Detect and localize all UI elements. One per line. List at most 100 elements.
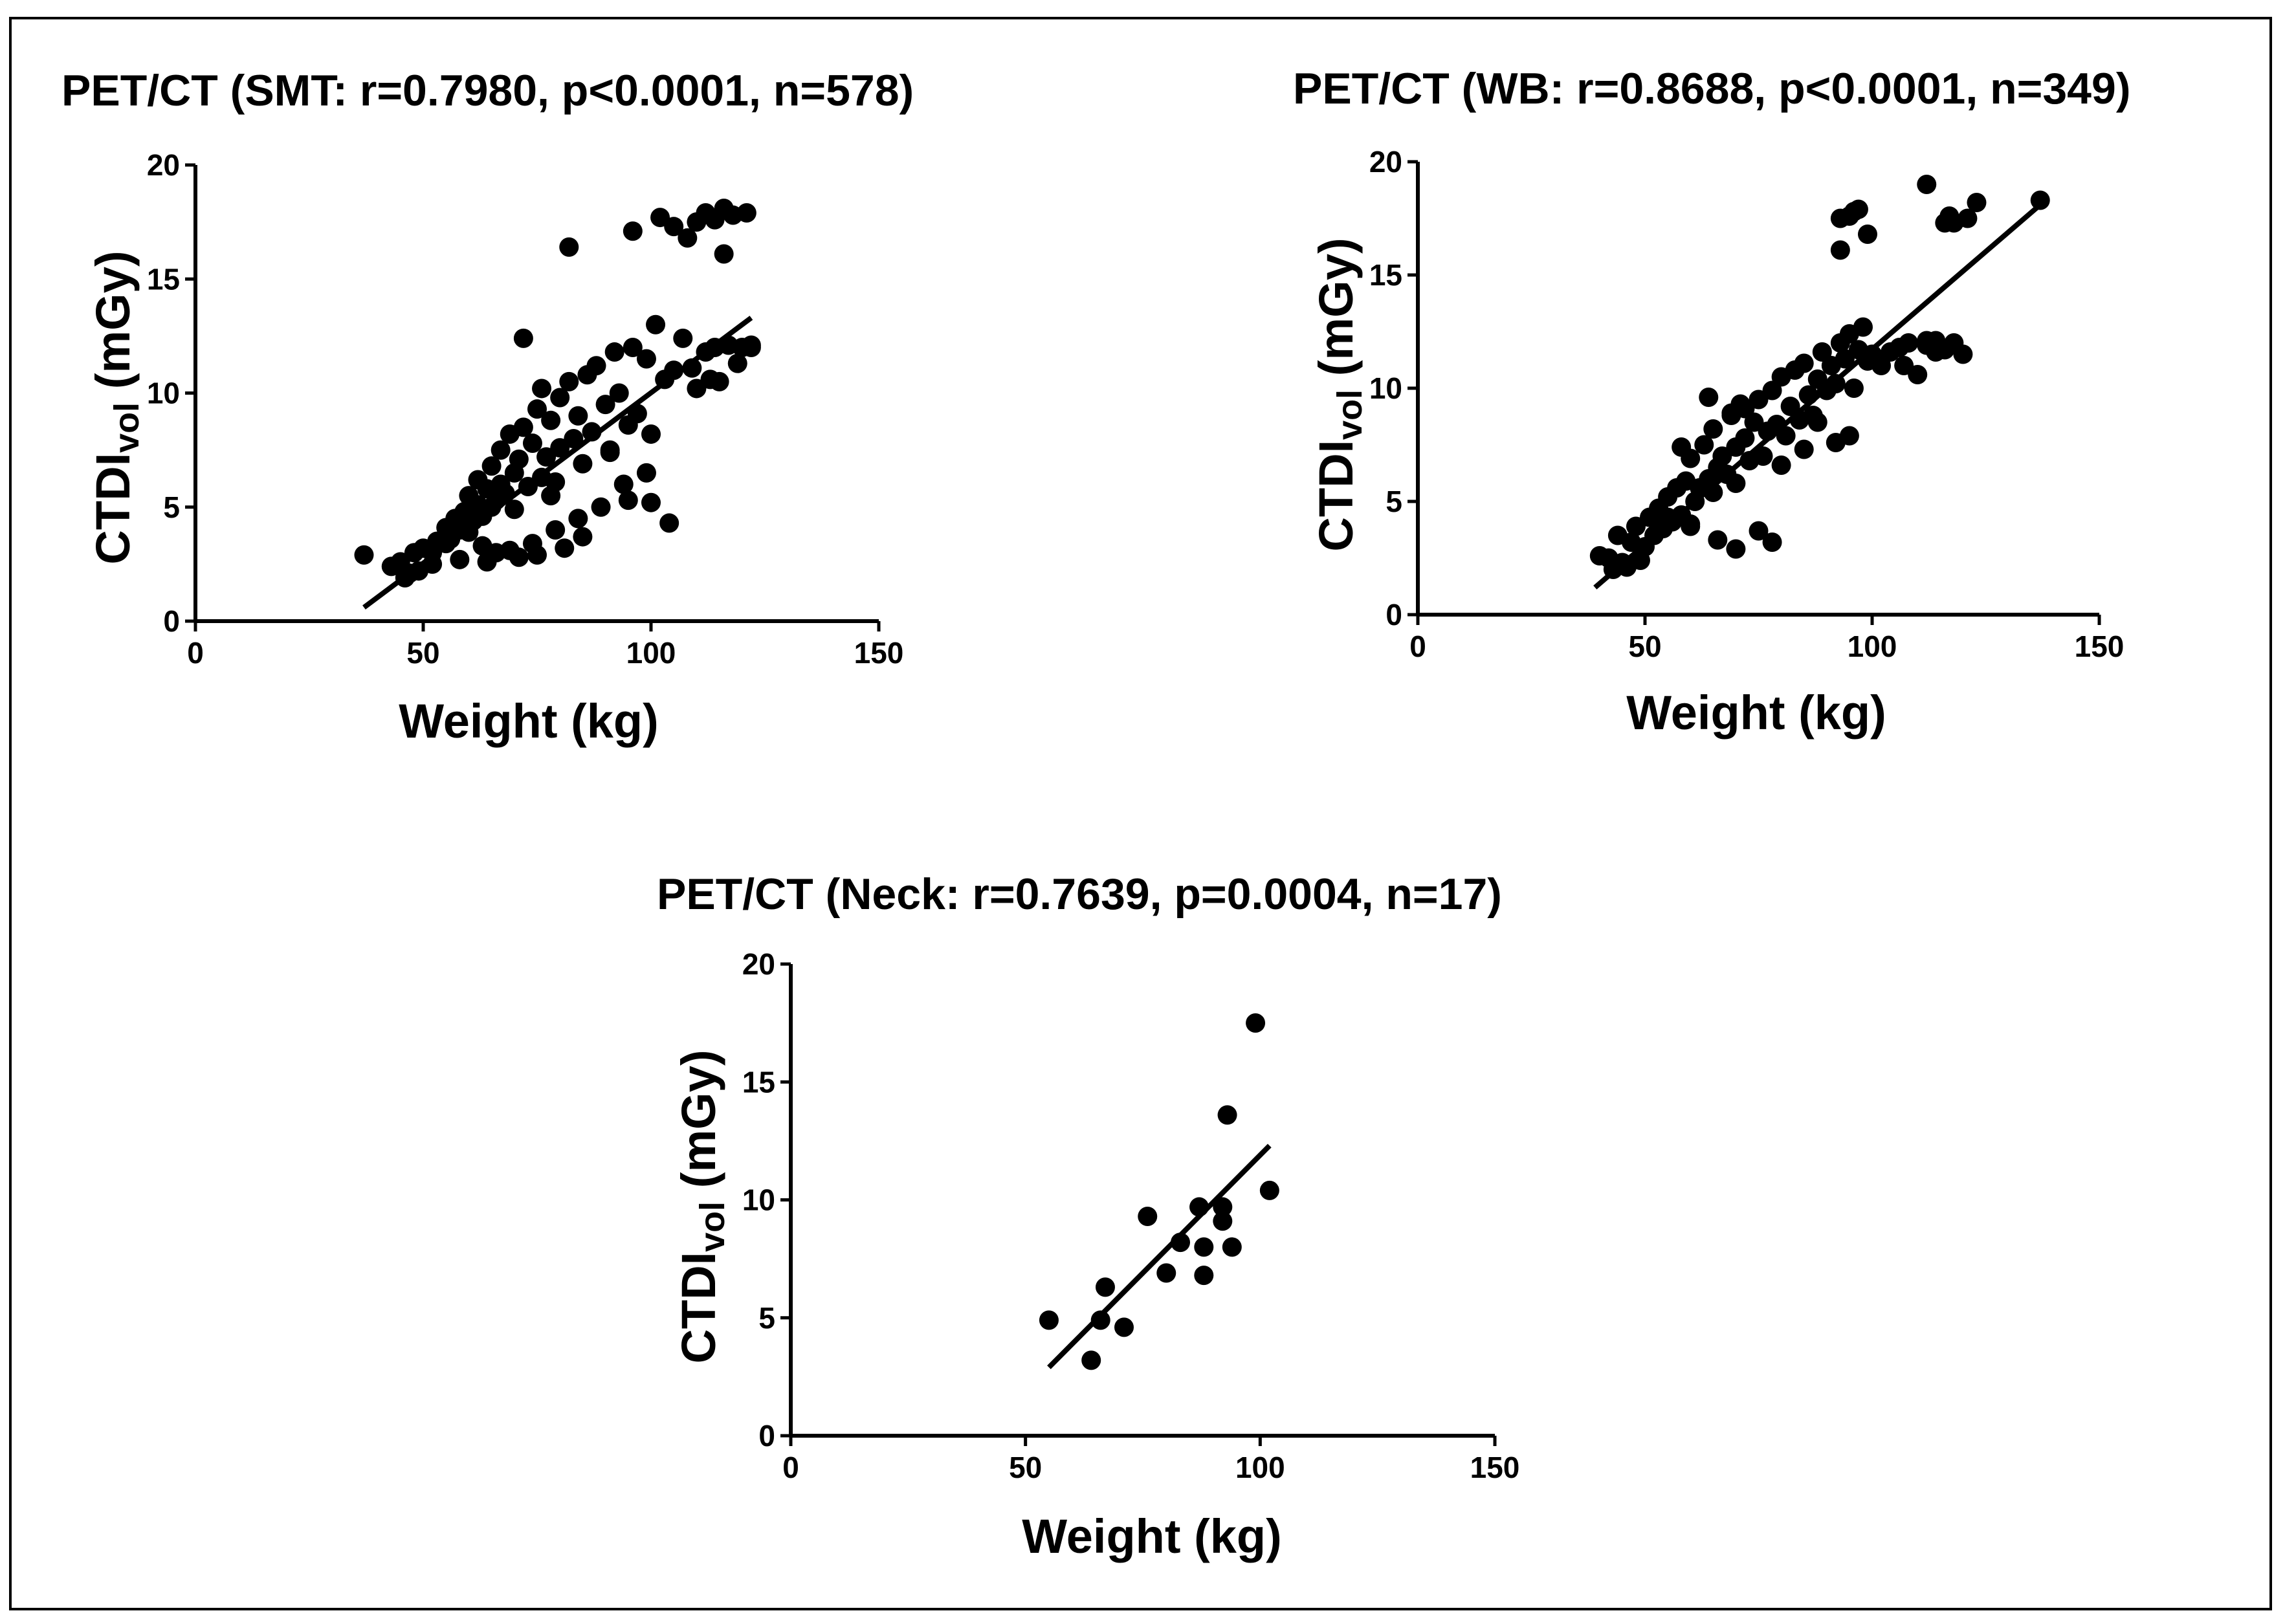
y-axis-label: CTDIvol (mGy) (86, 250, 146, 564)
figure-frame (9, 17, 2272, 1610)
y-tick-label: 10 (742, 1183, 775, 1217)
data-point (568, 406, 588, 426)
data-point (636, 349, 656, 369)
data-point (1844, 202, 1864, 221)
data-point (491, 440, 511, 460)
data-point (600, 440, 620, 460)
data-point (641, 492, 661, 512)
data-point (1812, 342, 1832, 362)
regression-line (362, 315, 753, 610)
data-point (1749, 521, 1769, 541)
y-axis-label-unit: (mGy) (1309, 237, 1363, 389)
data-point (564, 429, 584, 448)
data-point (1780, 397, 1800, 416)
data-point (1217, 1105, 1237, 1125)
plot-area: 0 50 100 150 0 5 10 15 20 (742, 947, 1520, 1484)
data-point (700, 369, 720, 390)
data-point (650, 208, 670, 228)
data-point (613, 474, 634, 494)
data-point (1967, 193, 1987, 212)
data-point (1095, 1277, 1115, 1297)
data-point (618, 490, 638, 510)
data-point (1853, 317, 1873, 337)
data-point (1830, 240, 1850, 260)
data-point (1222, 1237, 1242, 1257)
y-tick-label: 0 (163, 604, 180, 638)
data-point (604, 342, 624, 362)
y-axis-label-sub: vol (1330, 390, 1369, 440)
data-point (1708, 530, 1728, 550)
data-point (595, 395, 615, 415)
data-point (727, 353, 747, 373)
data-point (2030, 190, 2050, 210)
data-point (1694, 435, 1714, 455)
y-tick-label: 5 (1385, 485, 1402, 518)
panel-neck: PET/CT (Neck: r=0.7639, p=0.0004, n=17) … (657, 870, 1519, 1563)
data-point (741, 338, 761, 357)
data-point (623, 338, 643, 357)
y-tick-label: 20 (742, 947, 775, 981)
data-point (1712, 446, 1732, 466)
data-point (573, 527, 593, 547)
y-axis-label-sub: vol (107, 402, 146, 453)
x-tick-label: 100 (1848, 630, 1897, 663)
data-point (1138, 1207, 1158, 1227)
data-point (586, 356, 606, 376)
data-point (532, 379, 552, 399)
y-tick-label: 5 (163, 490, 180, 524)
regression-line (1593, 203, 2042, 590)
data-point (559, 237, 579, 257)
data-point (1871, 356, 1892, 375)
y-axis-label-unit: (mGy) (672, 1049, 725, 1201)
x-axis-label: Weight (kg) (399, 694, 658, 748)
x-axis-label: Weight (kg) (1022, 1509, 1281, 1563)
regression-line (1047, 1143, 1272, 1370)
y-axis-label-main: CTDI (1309, 440, 1363, 552)
panel-smt: PET/CT (SMT: r=0.7980, p<0.0001, n=578) … (61, 66, 914, 748)
y-tick-label: 10 (1369, 371, 1402, 405)
y-tick-label: 15 (147, 262, 180, 296)
y-tick-label: 0 (758, 1419, 775, 1453)
y-tick-label: 20 (1369, 145, 1402, 179)
data-point (1839, 426, 1859, 446)
data-point (1735, 399, 1755, 419)
y-tick-label: 0 (1385, 598, 1402, 631)
plot-area: 0 50 100 150 0 5 10 15 20 (147, 148, 904, 670)
y-axis-label-main: CTDI (672, 1252, 725, 1364)
data-point (541, 410, 561, 430)
data-point (504, 499, 524, 520)
data-point (678, 228, 698, 248)
data-point (527, 545, 547, 565)
data-point (536, 447, 557, 467)
data-point (1894, 356, 1914, 375)
data-point (1213, 1211, 1233, 1231)
data-point (1039, 1310, 1059, 1330)
data-point (1835, 349, 1855, 369)
x-tick-label: 0 (1409, 630, 1426, 663)
data-point (1735, 428, 1755, 448)
data-point (1114, 1317, 1134, 1337)
y-axis-label: CTDIvol (mGy) (1309, 237, 1369, 551)
data-point (522, 433, 542, 454)
data-point (1953, 344, 1973, 364)
y-axis-label-unit: (mGy) (86, 250, 140, 402)
y-axis-label-main: CTDI (86, 453, 140, 565)
data-point (1156, 1263, 1176, 1283)
data-point (1771, 455, 1791, 475)
data-point (1794, 439, 1814, 459)
data-point (1807, 412, 1827, 432)
y-tick-label: 10 (147, 377, 180, 410)
x-tick-label: 150 (1470, 1451, 1520, 1484)
data-point (1844, 379, 1864, 398)
data-point (1213, 1197, 1233, 1217)
data-point (1703, 419, 1723, 439)
data-point (1917, 175, 1937, 194)
x-tick-label: 50 (1628, 630, 1661, 663)
data-point (1926, 342, 1946, 362)
x-tick-label: 0 (782, 1451, 799, 1484)
x-tick-label: 150 (2075, 630, 2125, 663)
data-point (1194, 1237, 1214, 1257)
data-point (555, 538, 575, 558)
x-tick-label: 100 (626, 636, 676, 670)
